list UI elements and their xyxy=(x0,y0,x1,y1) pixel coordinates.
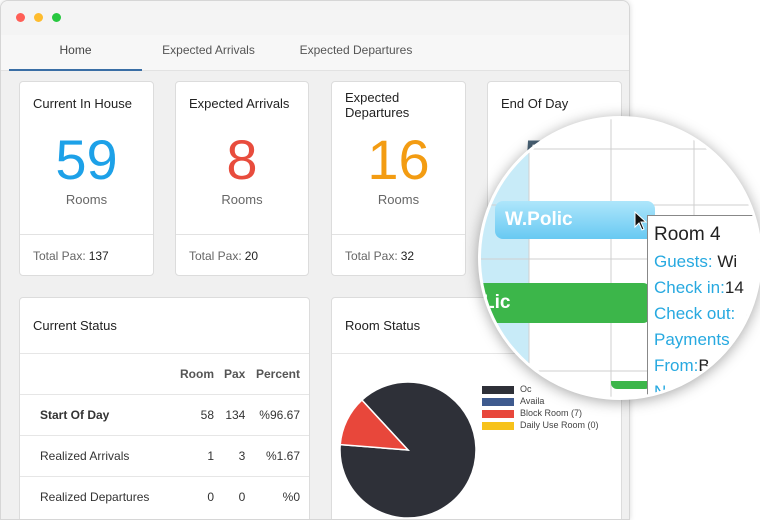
booking-label: W.Polic xyxy=(505,209,573,230)
current-status-table: Room Pax Percent Start Of Day 58 134 %96… xyxy=(20,353,309,518)
tooltip-notes: Note xyxy=(654,382,690,400)
rooms-label: Rooms xyxy=(65,192,108,207)
expected-departures-card[interactable]: Expected Departures 16 Rooms Total Pax: 3… xyxy=(331,81,466,276)
row-percent: %96.67 xyxy=(255,394,309,436)
expected-arrivals-value: 8 xyxy=(226,128,258,191)
total-pax: Total Pax: 32 xyxy=(332,234,465,275)
booking-bar-fragment xyxy=(611,381,651,389)
total-pax-value: 20 xyxy=(244,249,259,263)
legend-label: Availa xyxy=(520,396,545,406)
current-status-panel: Current Status Room Pax Percent Start Of… xyxy=(19,297,310,519)
legend-item: Block Room (7) xyxy=(482,408,582,418)
tooltip-room: Room 4 xyxy=(654,224,721,245)
row-label: Start Of Day xyxy=(20,394,180,436)
magnifier-lens: W.Polic Lic Room 4 Guests: Wi Check in:1… xyxy=(478,116,760,400)
row-pax: 134 xyxy=(224,394,256,436)
legend-swatch xyxy=(482,421,514,430)
column-header xyxy=(20,353,180,395)
row-percent: %1.67 xyxy=(255,435,309,477)
card-title: Expected Departures xyxy=(345,90,410,120)
panel-title: Current Status xyxy=(33,318,117,333)
panel-title: Room Status xyxy=(345,318,421,333)
tooltip-guests-value: Wi xyxy=(717,252,738,271)
tooltip-checkout: Check out: xyxy=(654,304,736,323)
table-row: Start Of Day 58 134 %96.67 xyxy=(20,394,309,436)
tooltip-payments: Payments xyxy=(654,330,730,349)
room-status-pie-chart xyxy=(339,381,477,519)
total-pax-value: 32 xyxy=(400,249,415,263)
tooltip-checkin-label: Check in: xyxy=(654,278,725,297)
tab-expected-departures[interactable]: Expected Departures xyxy=(299,43,413,57)
card-title: End Of Day xyxy=(501,96,569,111)
tooltip-checkin-value: 14 xyxy=(724,278,744,297)
table-row: Realized Arrivals 1 3 %1.67 xyxy=(20,435,309,477)
row-room: 1 xyxy=(180,435,224,477)
column-header-pax: Pax xyxy=(224,353,256,395)
booking-bar-w-polic[interactable]: W.Polic xyxy=(495,201,655,239)
legend-label: Block Room (7) xyxy=(520,408,583,418)
tooltip-from-label: From: xyxy=(654,356,699,375)
total-pax: Total Pax: 20 xyxy=(176,234,308,275)
expected-departures-value: 16 xyxy=(367,128,430,191)
booking-bar-lic[interactable]: Lic xyxy=(481,283,651,323)
tab-home[interactable]: Home xyxy=(9,35,142,71)
tooltip-checkin: Check in:14 xyxy=(654,278,744,298)
legend-swatch xyxy=(482,397,514,406)
legend-swatch xyxy=(482,409,514,418)
zoomed-calendar: W.Polic Lic Room 4 Guests: Wi Check in:1… xyxy=(481,119,759,400)
pie-slice-block-room[interactable] xyxy=(339,398,410,451)
expected-arrivals-card[interactable]: Expected Arrivals 8 Rooms Total Pax: 20 xyxy=(175,81,309,276)
total-pax-label: Total Pax: xyxy=(189,249,242,263)
booking-tooltip: Room 4 Guests: Wi Check in:14 Check out:… xyxy=(647,215,759,400)
tooltip-from: From:Bo xyxy=(654,356,719,376)
row-pax: 0 xyxy=(224,476,256,518)
card-title: Expected Arrivals xyxy=(189,96,290,111)
row-pax: 3 xyxy=(224,435,256,477)
row-label: Realized Departures xyxy=(20,476,180,518)
room-column xyxy=(481,119,529,397)
mouse-cursor-icon xyxy=(634,211,648,231)
row-percent: %0 xyxy=(255,476,309,518)
legend-item: Daily Use Room (0) xyxy=(482,420,599,430)
column-header-room: Room xyxy=(180,353,224,395)
tooltip-from-value: Bo xyxy=(698,356,720,375)
total-pax-label: Total Pax: xyxy=(345,249,398,263)
row-room: 0 xyxy=(180,476,224,518)
tooltip-guests-label: Guests: xyxy=(654,252,713,271)
minimize-window-button[interactable] xyxy=(34,13,43,22)
total-pax-value: 137 xyxy=(88,249,109,263)
rooms-label: Rooms xyxy=(221,192,263,207)
tab-bar: Home Expected Arrivals Expected Departur… xyxy=(1,35,629,71)
rooms-label: Rooms xyxy=(377,192,420,207)
current-in-house-value: 59 xyxy=(55,128,118,191)
tab-expected-arrivals[interactable]: Expected Arrivals xyxy=(162,43,255,57)
row-room: 58 xyxy=(180,394,224,436)
column-header-percent: Percent xyxy=(255,353,309,395)
row-label: Realized Arrivals xyxy=(20,435,180,477)
total-pax: Total Pax: 137 xyxy=(20,234,153,275)
app-window: Home Expected Arrivals Expected Departur… xyxy=(0,0,630,520)
dashboard-content: Current In House 59 Rooms Total Pax: 137 … xyxy=(1,71,629,519)
table-row: Realized Departures 0 0 %0 xyxy=(20,476,309,518)
legend-label: Daily Use Room (0) xyxy=(520,420,599,430)
table-header-row: Room Pax Percent xyxy=(20,353,309,395)
close-window-button[interactable] xyxy=(16,13,25,22)
title-bar xyxy=(1,1,629,35)
legend-item: Availa xyxy=(482,396,544,406)
current-in-house-card[interactable]: Current In House 59 Rooms Total Pax: 137 xyxy=(19,81,154,276)
tooltip-guests: Guests: Wi xyxy=(654,252,737,272)
card-title: Current In House xyxy=(33,96,132,111)
total-pax-label: Total Pax: xyxy=(33,249,86,263)
booking-label: Lic xyxy=(483,292,511,313)
maximize-window-button[interactable] xyxy=(52,13,61,22)
